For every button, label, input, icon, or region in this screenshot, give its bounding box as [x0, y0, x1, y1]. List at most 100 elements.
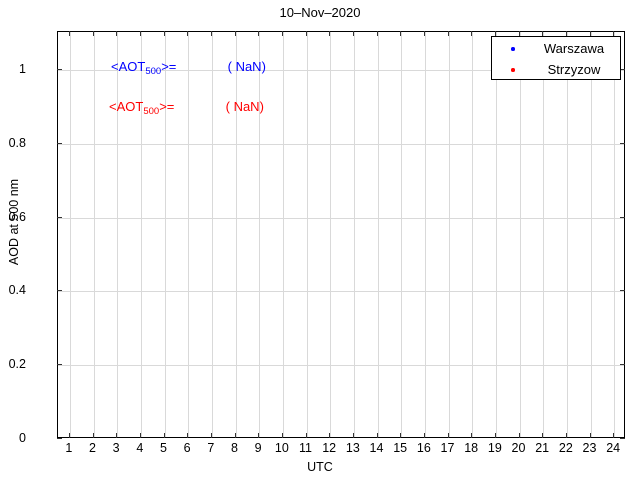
x-tick-mark — [518, 433, 520, 438]
gridline-vertical — [495, 32, 497, 437]
x-tick-mark — [68, 31, 70, 36]
y-tick-mark — [620, 216, 625, 218]
gridline-horizontal — [58, 291, 624, 293]
x-tick-label: 10 — [274, 441, 289, 455]
x-tick-mark — [258, 31, 260, 36]
x-tick-mark — [542, 31, 544, 36]
x-tick-label: 3 — [112, 441, 120, 455]
x-tick-mark — [565, 31, 567, 36]
y-tick-mark — [57, 438, 62, 439]
x-tick-mark — [518, 31, 520, 36]
y-tick-mark — [57, 364, 62, 366]
plot-area: <AOT500>= ( NaN) <AOT500>= ( NaN) — [57, 31, 625, 438]
gridline-vertical — [543, 32, 545, 437]
x-tick-label: 21 — [535, 441, 550, 455]
x-tick-mark — [613, 31, 615, 36]
x-tick-label: 16 — [416, 441, 431, 455]
x-tick-label: 13 — [345, 441, 360, 455]
x-tick-mark — [281, 433, 283, 438]
gridline-vertical — [353, 32, 355, 437]
x-tick-mark — [447, 31, 449, 36]
x-tick-label: 18 — [464, 441, 479, 455]
x-tick-mark — [329, 433, 331, 438]
x-tick-mark — [187, 433, 189, 438]
x-tick-mark — [352, 433, 354, 438]
gridline-vertical — [188, 32, 190, 437]
legend-item[interactable]: Strzyzow — [492, 59, 622, 80]
x-tick-mark — [68, 433, 70, 438]
y-tick-mark — [57, 142, 62, 144]
x-tick-mark — [352, 31, 354, 36]
x-tick-mark — [589, 31, 591, 36]
y-tick-mark — [57, 290, 62, 292]
x-tick-label: 2 — [89, 441, 96, 455]
y-tick-mark — [57, 69, 62, 70]
x-tick-label: 15 — [393, 441, 408, 455]
x-tick-label: 12 — [322, 441, 337, 455]
gridline-vertical — [330, 32, 332, 437]
gridline-vertical — [69, 32, 71, 437]
y-tick-label: 0 — [19, 431, 26, 445]
x-tick-mark — [400, 433, 402, 438]
x-tick-mark — [613, 433, 615, 438]
gridline-vertical — [448, 32, 450, 437]
x-tick-label: 17 — [440, 441, 455, 455]
x-tick-label: 24 — [606, 441, 621, 455]
y-tick-mark — [620, 142, 625, 144]
x-tick-label: 1 — [65, 441, 73, 455]
annotation-label-red: <AOT500>= — [109, 99, 175, 117]
gridline-vertical — [164, 32, 166, 437]
chart-title: 10–Nov–2020 — [279, 5, 361, 20]
y-axis-label: AOD at 500 nm — [7, 178, 21, 266]
gridline-vertical — [235, 32, 237, 437]
y-tick-label: 0.4 — [8, 283, 26, 298]
gridline-vertical — [306, 32, 308, 437]
x-tick-mark — [116, 31, 118, 36]
x-tick-label: 23 — [582, 441, 597, 455]
y-tick-label: 0.8 — [8, 135, 26, 150]
x-tick-mark — [565, 433, 567, 438]
x-tick-label: 22 — [558, 441, 573, 455]
gridline-vertical — [590, 32, 592, 437]
gridline-vertical — [519, 32, 521, 437]
x-tick-mark — [139, 433, 141, 438]
y-tick-mark — [620, 69, 625, 70]
y-tick-label: 1 — [19, 62, 26, 76]
gridline-horizontal — [58, 217, 624, 219]
gridline-vertical — [377, 32, 379, 437]
annotation-label-blue: <AOT500>= — [111, 59, 177, 77]
x-tick-mark — [471, 433, 473, 438]
gridline-horizontal — [58, 143, 624, 145]
annotation-value-blue: ( NaN) — [227, 59, 266, 74]
x-tick-label: 11 — [299, 441, 312, 455]
legend-item[interactable]: Warszawa — [492, 38, 622, 59]
x-tick-mark — [116, 433, 118, 438]
x-tick-mark — [542, 433, 544, 438]
y-tick-mark — [620, 438, 625, 439]
x-tick-mark — [376, 433, 378, 438]
x-tick-mark — [329, 31, 331, 36]
x-tick-mark — [423, 31, 425, 36]
gridline-vertical — [472, 32, 474, 437]
x-tick-mark — [589, 433, 591, 438]
gridline-vertical — [566, 32, 568, 437]
x-tick-label: 6 — [183, 441, 191, 455]
x-tick-label: 20 — [511, 441, 526, 455]
annotation-value-red: ( NaN) — [225, 99, 264, 114]
x-tick-mark — [305, 433, 307, 438]
legend-item-label: Strzyzow — [547, 62, 601, 77]
y-tick-label: 0.6 — [8, 209, 26, 224]
gridline-vertical — [93, 32, 95, 437]
gridline-vertical — [259, 32, 261, 437]
x-tick-label: 9 — [254, 441, 262, 455]
x-tick-mark — [305, 31, 307, 36]
dot-marker-red — [511, 68, 515, 72]
x-tick-mark — [494, 31, 496, 36]
x-tick-label: 4 — [136, 441, 144, 455]
y-tick-mark — [620, 364, 625, 366]
gridline-vertical — [614, 32, 616, 437]
x-tick-label: 14 — [369, 441, 384, 455]
gridline-vertical — [401, 32, 403, 437]
x-tick-mark — [234, 433, 236, 438]
